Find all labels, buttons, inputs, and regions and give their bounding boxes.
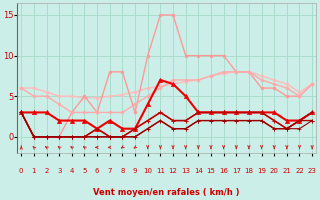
X-axis label: Vent moyen/en rafales ( km/h ): Vent moyen/en rafales ( km/h ) [93, 188, 240, 197]
